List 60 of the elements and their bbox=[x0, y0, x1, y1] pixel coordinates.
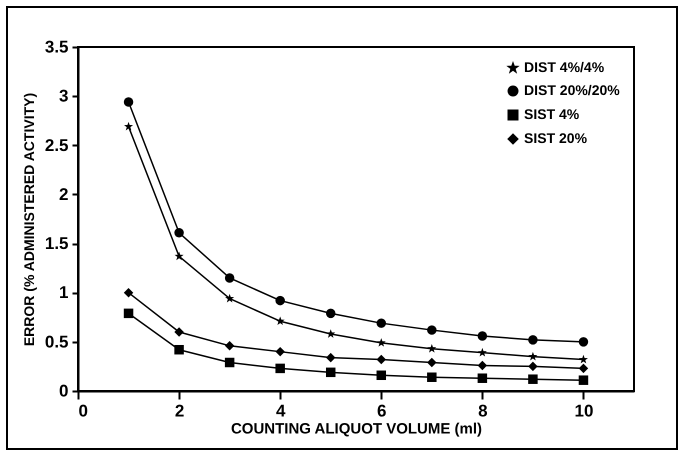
x-tick-label: 10 bbox=[574, 402, 594, 420]
point bbox=[528, 352, 538, 360]
point bbox=[478, 331, 488, 341]
point bbox=[478, 373, 488, 383]
x-tick-label: 8 bbox=[478, 402, 488, 420]
legend-label: DIST 20%/20% bbox=[524, 82, 620, 98]
point bbox=[225, 294, 234, 302]
point bbox=[376, 354, 386, 364]
x-tick-label: 2 bbox=[174, 402, 184, 420]
legend-label: DIST 4%/4% bbox=[524, 59, 605, 75]
y-tick-label: 0 bbox=[59, 382, 68, 400]
point bbox=[528, 335, 538, 345]
point bbox=[124, 122, 134, 130]
point bbox=[275, 346, 285, 356]
x-tick-label: 6 bbox=[377, 402, 387, 420]
y-tick-label: 2.5 bbox=[44, 136, 68, 155]
point bbox=[276, 316, 285, 326]
y-tick-label: 3.5 bbox=[44, 38, 68, 56]
point bbox=[376, 370, 386, 380]
point bbox=[224, 273, 234, 283]
point bbox=[427, 358, 437, 368]
point bbox=[528, 374, 538, 384]
x-tick-label: 0 bbox=[78, 402, 88, 420]
point bbox=[275, 364, 285, 374]
point bbox=[174, 344, 184, 354]
point bbox=[124, 288, 134, 298]
legend-label: SIST 20% bbox=[524, 130, 588, 146]
point bbox=[174, 252, 184, 260]
point bbox=[326, 352, 336, 362]
point bbox=[326, 329, 336, 338]
point bbox=[224, 358, 234, 368]
point bbox=[578, 337, 588, 347]
point bbox=[174, 228, 184, 238]
point bbox=[124, 308, 134, 318]
point bbox=[376, 318, 386, 328]
y-tick-label: 1.5 bbox=[44, 234, 68, 254]
point bbox=[427, 344, 436, 353]
x-tick-label: 4 bbox=[276, 402, 286, 420]
point bbox=[376, 338, 386, 347]
y-axis-title: ERROR (% ADMINISTERED ACTIVITY) bbox=[20, 92, 37, 346]
point bbox=[528, 362, 538, 372]
point bbox=[578, 354, 588, 364]
point bbox=[478, 348, 487, 357]
x-axis-title: COUNTING ALIQUOT VOLUME (ml) bbox=[230, 420, 482, 438]
point bbox=[224, 341, 234, 351]
point bbox=[326, 308, 336, 318]
point bbox=[578, 364, 588, 374]
point bbox=[427, 372, 437, 382]
y-tick-label: 2 bbox=[59, 184, 68, 204]
y-tick-label: 0.5 bbox=[44, 332, 68, 352]
point bbox=[275, 296, 285, 306]
y-tick-label: 1 bbox=[59, 283, 68, 302]
point bbox=[478, 360, 488, 370]
legend-label: SIST 4% bbox=[524, 106, 580, 122]
point bbox=[427, 325, 437, 335]
point bbox=[578, 375, 588, 385]
point bbox=[326, 368, 336, 378]
point bbox=[174, 327, 184, 337]
point bbox=[124, 97, 134, 107]
y-tick-label: 3 bbox=[59, 86, 68, 106]
